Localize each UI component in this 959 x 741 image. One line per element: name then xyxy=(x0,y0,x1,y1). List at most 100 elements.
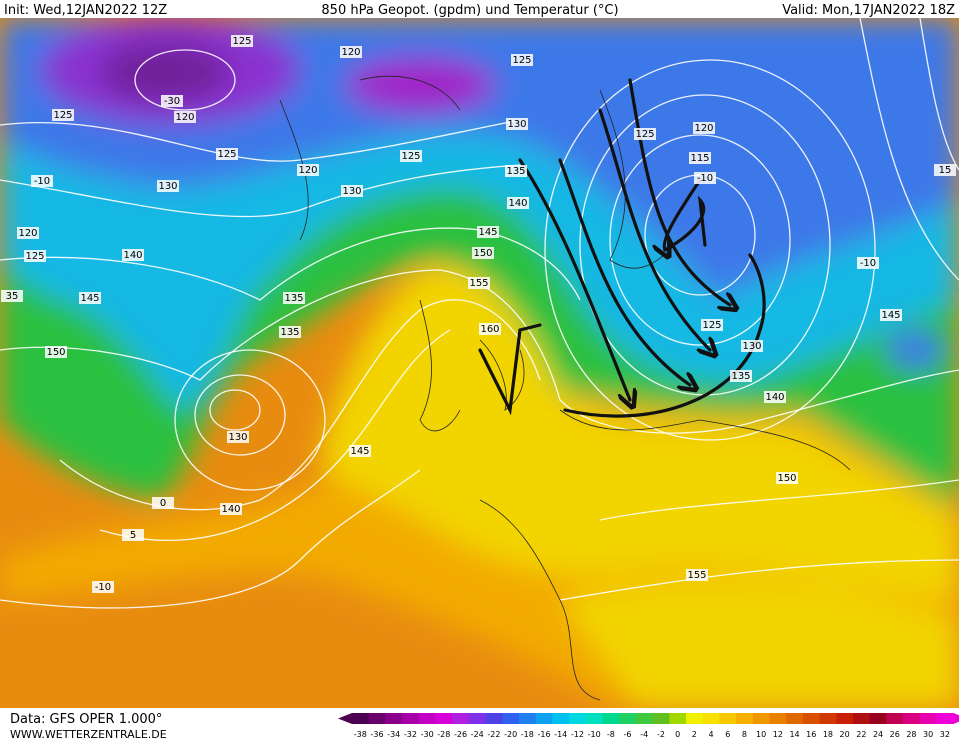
colorbar-label: 0 xyxy=(675,730,680,739)
contour-label-bg xyxy=(340,46,362,58)
colorbar-swatch xyxy=(736,713,754,724)
contour-label-bg xyxy=(341,185,363,197)
colorbar-swatch xyxy=(435,713,453,724)
colorbar-swatch xyxy=(385,713,403,724)
contour-label: 125 xyxy=(232,36,251,47)
contour-label-bg xyxy=(505,165,527,177)
colorbar-label: 16 xyxy=(806,730,816,739)
contour-label-bg xyxy=(1,290,23,302)
contour-label-bg xyxy=(507,197,529,209)
flow-arrows xyxy=(478,78,766,418)
temperature-field xyxy=(0,18,959,708)
colorbar-label: 2 xyxy=(692,730,697,739)
contour-label-bg xyxy=(701,319,723,331)
contour-label: -10 xyxy=(34,176,50,187)
contour-label-bg xyxy=(227,431,249,443)
contour-label: 130 xyxy=(158,181,177,192)
colorbar-swatch xyxy=(635,713,654,724)
colorbar-label: -4 xyxy=(640,730,648,739)
contour-label-bg xyxy=(468,277,490,289)
contour-label: 135 xyxy=(506,166,525,177)
colorbar-swatch xyxy=(669,713,687,724)
colorbar-swatch xyxy=(368,713,386,724)
colorbar-swatch xyxy=(552,713,570,724)
contour-label: 130 xyxy=(228,432,247,443)
colorbar-label: -36 xyxy=(371,730,384,739)
contour-label-bg xyxy=(31,175,53,187)
colorbar-label: -34 xyxy=(387,730,400,739)
contour-label: 120 xyxy=(298,165,317,176)
contour-label-bg xyxy=(152,497,174,509)
colorbar-swatch xyxy=(719,713,737,724)
colorbar-label: -38 xyxy=(354,730,367,739)
contour-label: 125 xyxy=(401,151,420,162)
contour-label-bg xyxy=(689,152,711,164)
contour-label-bg xyxy=(934,164,956,176)
colorbar-swatch xyxy=(585,713,603,724)
colorbar-swatch xyxy=(869,713,887,724)
map-title: 850 hPa Geopot. (gpdm) und Temperatur (°… xyxy=(321,3,618,18)
contour-label: 120 xyxy=(341,47,360,58)
contour-label: 130 xyxy=(507,119,526,130)
contour-label: -10 xyxy=(95,582,111,593)
colorbar-label: 12 xyxy=(773,730,783,739)
colorbar-swatch xyxy=(702,713,720,724)
contour-label: -10 xyxy=(860,258,876,269)
contour-label: 155 xyxy=(687,570,706,581)
colorbar-swatch xyxy=(919,713,937,724)
colorbar-label: -16 xyxy=(538,730,551,739)
contour-label-bg xyxy=(283,292,305,304)
contour-label: 140 xyxy=(508,198,527,209)
contour-label-bg xyxy=(511,54,533,66)
contour-label-bg xyxy=(52,109,74,121)
contour-label-bg xyxy=(216,148,238,160)
contour-label-bg xyxy=(220,503,242,515)
contour-label-bg xyxy=(776,472,798,484)
colorbar-swatch xyxy=(886,713,904,724)
contour-label: 125 xyxy=(53,110,72,121)
contour-label: 120 xyxy=(18,228,37,239)
colorbar-label: 6 xyxy=(725,730,730,739)
contour-label: 145 xyxy=(350,446,369,457)
colorbar-label: 28 xyxy=(906,730,916,739)
contour-label: 15 xyxy=(939,165,952,176)
colorbar-label: 4 xyxy=(709,730,714,739)
colorbar-swatch xyxy=(519,713,537,724)
colorbar-swatch xyxy=(686,713,704,724)
colorbar-swatch xyxy=(402,713,420,724)
colorbar-swatch xyxy=(903,713,921,724)
colorbar-label: 8 xyxy=(742,730,747,739)
contour-label-bg xyxy=(506,118,528,130)
contour-label-bg xyxy=(297,164,319,176)
contour-label: 150 xyxy=(777,473,796,484)
colorbar-swatch xyxy=(569,713,587,724)
colorbar-swatch xyxy=(502,713,520,724)
colorbar-label: -18 xyxy=(521,730,534,739)
contour-label-bg xyxy=(174,111,196,123)
colorbar-label: 30 xyxy=(923,730,933,739)
colorbar-swatch xyxy=(485,713,503,724)
coastlines xyxy=(279,75,851,701)
colorbar-label: -32 xyxy=(404,730,417,739)
colorbar-label: 18 xyxy=(823,730,833,739)
contour-label-bg xyxy=(79,292,101,304)
contour-label-bg xyxy=(400,150,422,162)
contour-label: -10 xyxy=(697,173,713,184)
contour-label: 35 xyxy=(6,291,19,302)
colorbar-label: 14 xyxy=(789,730,799,739)
colorbar-label: -24 xyxy=(471,730,484,739)
colorbar-label: -28 xyxy=(437,730,450,739)
header-bar xyxy=(0,0,959,18)
colorbar-label: 26 xyxy=(890,730,900,739)
contour-label: 125 xyxy=(635,129,654,140)
colorbar-swatch xyxy=(468,713,487,724)
contour-label-bg xyxy=(24,250,46,262)
contour-label: 150 xyxy=(473,248,492,259)
contour-label: 0 xyxy=(160,498,166,509)
colorbar-label: -14 xyxy=(554,730,567,739)
contour-label: 120 xyxy=(694,123,713,134)
colorbar-label: -10 xyxy=(588,730,601,739)
contour-label-bg xyxy=(694,172,716,184)
colorbar-swatch xyxy=(769,713,787,724)
